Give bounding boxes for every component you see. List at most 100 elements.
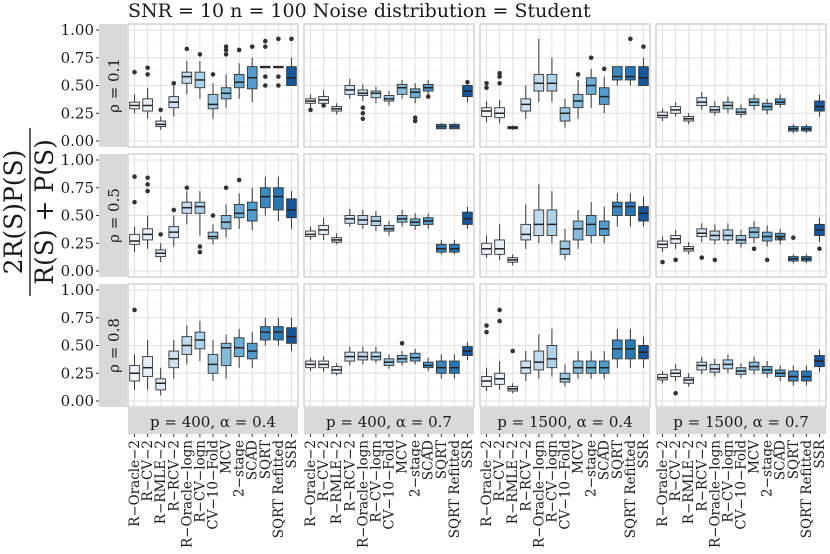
- x-tick-label: SCAD: [597, 440, 613, 480]
- boxplot-2-2-11: [625, 328, 636, 368]
- boxplot-1-3-12: [814, 217, 825, 252]
- outlier-point: [223, 185, 229, 191]
- boxplot-2-2-8: [585, 351, 597, 379]
- boxplot-1-0-9: [246, 187, 258, 230]
- y-tick-label: 0.00: [61, 262, 94, 280]
- box-iqr: [520, 223, 532, 241]
- outlier-point: [465, 79, 470, 85]
- outlier-point: [484, 323, 489, 328]
- boxplot-2-2-7: [572, 351, 584, 379]
- box-iqr: [559, 372, 571, 383]
- boxplot-0-0-2: [155, 107, 166, 130]
- boxplot-1-2-7: [572, 209, 584, 249]
- outlier-point: [184, 46, 190, 52]
- outlier-point: [263, 74, 268, 79]
- boxplot-2-1-10: [436, 354, 447, 379]
- x-tick-label: R−Oracle−2: [479, 440, 495, 527]
- boxplot-2-2-4: [533, 334, 545, 379]
- boxplot-1-3-5: [722, 223, 734, 245]
- box-iqr: [625, 66, 636, 81]
- outlier-point: [360, 105, 366, 110]
- boxplot-0-3-7: [748, 94, 760, 110]
- x-tick-label: R−RCV−2: [166, 440, 182, 512]
- outlier-point: [497, 70, 502, 76]
- facet-panel: [655, 153, 827, 278]
- x-tick-label: R−RMLE−2: [681, 440, 697, 524]
- boxplot-2-0-0: [129, 307, 140, 390]
- boxplot-0-0-8: [233, 47, 245, 99]
- outlier-point: [236, 177, 242, 183]
- boxplot-0-0-3: [168, 80, 180, 117]
- x-tick-label: SCAD: [773, 440, 789, 480]
- boxplot-1-3-8: [761, 225, 773, 263]
- box-iqr: [286, 66, 297, 86]
- outlier-point: [145, 188, 150, 194]
- outlier-point: [223, 44, 229, 49]
- outlier-point: [210, 213, 216, 218]
- x-tick-label: R−CV−2: [316, 440, 332, 501]
- facet-panel: [303, 23, 475, 148]
- row-strip-label: ρ = 0.5: [105, 188, 123, 243]
- column-strip-label: p = 1500, α = 0.4: [497, 413, 633, 431]
- box-iqr: [409, 88, 421, 99]
- outlier-point: [497, 318, 502, 324]
- outlier-point: [276, 36, 281, 42]
- outlier-point: [412, 115, 418, 120]
- boxplot-0-3-11: [801, 124, 812, 134]
- boxplot-0-1-7: [396, 79, 408, 99]
- facet-panel: [479, 153, 651, 278]
- y-tick-label: 0.50: [61, 207, 94, 225]
- y-tick-label: 0.25: [61, 104, 94, 122]
- outlier-point: [223, 52, 229, 57]
- outlier-point: [777, 235, 783, 240]
- x-tick-label: SQRT Refitted: [799, 440, 815, 539]
- boxplot-2-0-12: [286, 317, 297, 352]
- outlier-point: [223, 47, 229, 53]
- box-iqr: [246, 201, 258, 222]
- x-tick-label: R−CV−2: [492, 440, 508, 501]
- boxplot-1-2-11: [625, 193, 636, 227]
- outlier-point: [764, 257, 770, 263]
- x-tick-label: R−RCV−2: [518, 440, 534, 512]
- box-iqr: [625, 201, 636, 216]
- box-iqr: [273, 326, 284, 341]
- box-iqr: [155, 378, 166, 391]
- y-tick-label: 0.75: [61, 179, 94, 197]
- box-iqr: [638, 66, 649, 86]
- x-tick-label: MCV: [571, 440, 587, 474]
- x-tick-label: SQRT Refitted: [447, 440, 463, 539]
- x-tick-label: R−CV−logn: [544, 440, 560, 523]
- boxplot-0-1-6: [383, 91, 395, 106]
- y-tick-label: 0.75: [61, 309, 94, 327]
- outlier-point: [399, 340, 405, 346]
- boxplot-2-3-3: [696, 356, 708, 375]
- outlier-point: [588, 55, 594, 61]
- boxplot-1-0-5: [194, 191, 206, 255]
- boxplot-2-2-12: [638, 336, 649, 368]
- boxplot-0-1-10: [436, 123, 447, 130]
- x-tick-label: CV−10−Fold: [206, 440, 222, 530]
- boxplot-2-3-4: [709, 358, 721, 377]
- outlier-point: [171, 207, 177, 213]
- boxplot-2-0-4: [181, 325, 193, 365]
- facet-panel: [479, 23, 651, 148]
- facet-panel: [127, 283, 299, 408]
- boxplot-1-3-0: [657, 236, 668, 265]
- column-strip-label: p = 1500, α = 0.7: [673, 413, 809, 431]
- boxplot-1-2-10: [612, 193, 623, 227]
- facet-panel: [655, 283, 827, 408]
- column-strip: [480, 408, 650, 434]
- boxplot-2-2-10: [612, 328, 623, 368]
- y-tick-label: 0.25: [61, 364, 94, 382]
- boxplot-0-0-0: [129, 69, 140, 114]
- boxplot-2-3-5: [722, 354, 734, 374]
- outlier-point: [132, 199, 137, 205]
- boxplot-0-2-7: [572, 72, 584, 119]
- outlier-point: [197, 52, 203, 57]
- x-tick-label: SQRT: [258, 440, 274, 479]
- x-tick-label: R−Oracle−logn: [531, 440, 547, 548]
- x-tick-label: SQRT: [786, 440, 802, 479]
- boxplot-0-1-5: [370, 86, 382, 104]
- y-tick-label: 0.50: [61, 337, 94, 355]
- outlier-point: [510, 348, 515, 354]
